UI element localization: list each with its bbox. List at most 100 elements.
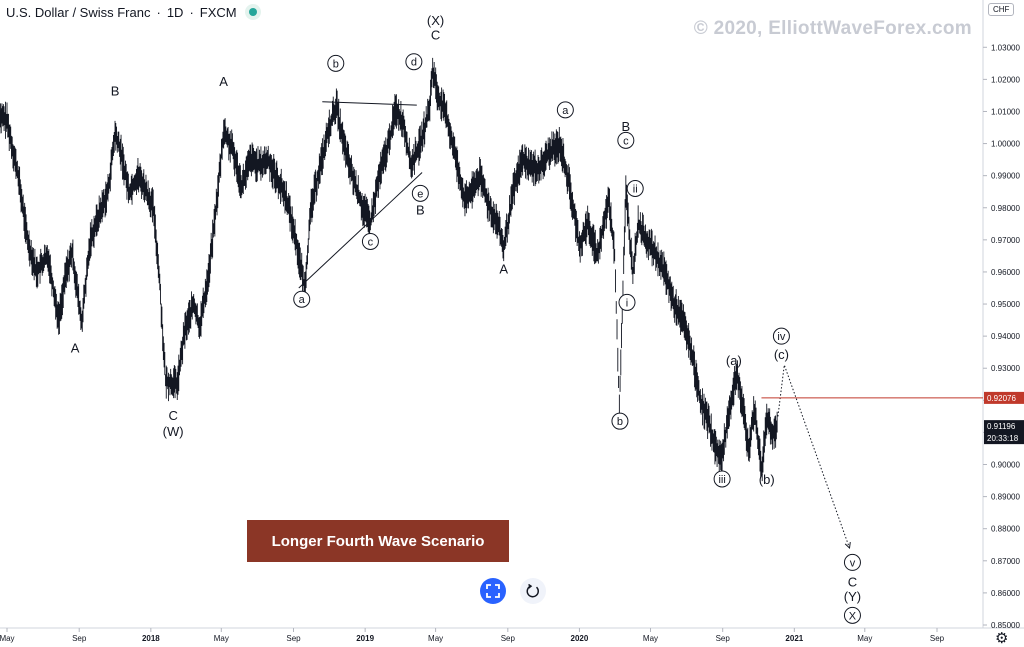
y-tick-label: 0.90000: [991, 461, 1020, 470]
wave-label-circled[interactable]: c: [361, 232, 379, 250]
header-separator: ·: [189, 4, 194, 20]
wave-label[interactable]: C: [168, 408, 177, 423]
wave-label-circled[interactable]: i: [618, 293, 636, 311]
x-tick-label: May: [214, 634, 229, 643]
wave-label[interactable]: B: [621, 119, 630, 134]
symbol-name[interactable]: U.S. Dollar / Swiss Franc: [6, 4, 151, 20]
x-tick-label: Sep: [930, 634, 945, 643]
wave-label-text: A: [499, 262, 508, 277]
wave-label-text: (a): [726, 353, 742, 368]
wave-label-text: b: [617, 416, 623, 428]
wave-label[interactable]: (X): [427, 13, 444, 28]
wave-label-text: c: [368, 236, 374, 248]
wave-circle: [361, 232, 379, 250]
wave-label-circled[interactable]: e: [411, 184, 429, 202]
wave-label-text: iii: [718, 474, 725, 486]
y-tick-label: 1.03000: [991, 43, 1020, 52]
scenario-label: Longer Fourth Wave Scenario: [247, 520, 509, 562]
wave-label-text: d: [411, 57, 417, 69]
x-tick-label: May: [643, 634, 658, 643]
x-tick-label: May: [428, 634, 443, 643]
y-tick-label: 0.96000: [991, 268, 1020, 277]
wave-circle: [713, 470, 731, 488]
wave-label-circled[interactable]: c: [617, 131, 635, 149]
wave-label-text: a: [562, 105, 569, 117]
last-price-tag: [984, 420, 1024, 445]
x-tick-label: 2018: [142, 634, 160, 643]
wave-label-text: e: [417, 188, 423, 200]
projection-arrowhead: [844, 541, 851, 549]
trendline[interactable]: [298, 172, 423, 289]
wave-label-circled[interactable]: X: [843, 606, 861, 624]
y-tick-label: 0.99000: [991, 172, 1020, 181]
y-tick-label: 1.02000: [991, 75, 1020, 84]
wave-label[interactable]: A: [499, 262, 508, 277]
expand-arrows-icon: [486, 584, 500, 598]
level-price-tag: [984, 391, 1024, 404]
wave-label-circled[interactable]: iii: [713, 470, 731, 488]
wave-label[interactable]: B: [111, 84, 120, 99]
price-bars: [0, 57, 778, 482]
wave-label[interactable]: (c): [774, 347, 789, 362]
x-tick-label: 2019: [356, 634, 374, 643]
fit-screen-button[interactable]: [480, 578, 506, 604]
wave-label-text: (b): [759, 472, 775, 487]
trendline[interactable]: [322, 101, 417, 106]
y-tick-label: 0.94000: [991, 332, 1020, 341]
chart-header: U.S. Dollar / Swiss Franc · 1D · FXCM: [6, 4, 261, 20]
header-separator: ·: [156, 4, 161, 20]
currency-badge[interactable]: CHF: [988, 3, 1015, 16]
wave-label-text: A: [219, 74, 228, 89]
wave-label[interactable]: (a): [726, 353, 742, 368]
wave-circle: [556, 101, 574, 119]
wave-label-text: A: [71, 340, 80, 355]
reset-chart-button[interactable]: [520, 578, 546, 604]
wave-label-text: X: [849, 610, 857, 622]
wave-label[interactable]: (Y): [844, 589, 861, 604]
interval-label[interactable]: 1D: [166, 4, 184, 20]
wave-label-circled[interactable]: iv: [772, 327, 790, 345]
wave-label[interactable]: C: [431, 27, 440, 42]
wave-circle: [293, 290, 311, 308]
x-tick-label: Sep: [716, 634, 731, 643]
x-tick-label: 2021: [785, 634, 803, 643]
settings-gear-icon[interactable]: ⚙: [995, 630, 1009, 647]
trendline[interactable]: [777, 364, 850, 549]
wave-label-circled[interactable]: v: [843, 553, 861, 571]
wave-label-circled[interactable]: d: [405, 53, 423, 71]
wave-circle: [327, 54, 345, 72]
wave-label-circled[interactable]: a: [556, 101, 574, 119]
wave-circle: [772, 327, 790, 345]
wave-label[interactable]: A: [71, 340, 80, 355]
wave-label-text: C: [168, 408, 177, 423]
wave-label-text: (X): [427, 13, 444, 28]
wave-label[interactable]: (W): [163, 424, 184, 439]
wave-label-text: i: [626, 297, 628, 309]
wave-label[interactable]: C: [848, 575, 857, 590]
wave-circle: [405, 53, 423, 71]
x-tick-label: May: [0, 634, 15, 643]
wave-label-circled[interactable]: b: [327, 54, 345, 72]
wave-label-text: (W): [163, 424, 184, 439]
wave-label-text: B: [621, 119, 630, 134]
wave-label-circled[interactable]: a: [293, 290, 311, 308]
wave-circle: [618, 293, 636, 311]
y-tick-label: 0.87000: [991, 557, 1020, 566]
x-tick-label: 2020: [571, 634, 589, 643]
level-price-label: 0.92076: [987, 394, 1016, 403]
wave-label-circled[interactable]: b: [611, 412, 629, 430]
wave-label-text: (c): [774, 347, 789, 362]
wave-label[interactable]: (b): [759, 472, 775, 487]
wave-label-text: ii: [633, 183, 638, 195]
y-tick-label: 0.89000: [991, 493, 1020, 502]
wave-label[interactable]: A: [219, 74, 228, 89]
wave-label-circled[interactable]: ii: [626, 179, 644, 197]
reset-icon: [526, 583, 539, 598]
y-tick-label: 0.85000: [991, 621, 1020, 630]
exchange-label: FXCM: [199, 4, 237, 20]
wave-circle: [617, 131, 635, 149]
wave-label[interactable]: B: [416, 202, 425, 217]
wave-circle: [411, 184, 429, 202]
x-tick-label: Sep: [501, 634, 516, 643]
